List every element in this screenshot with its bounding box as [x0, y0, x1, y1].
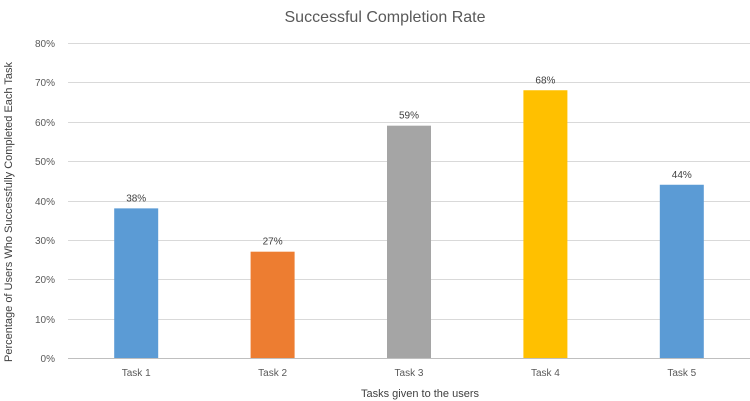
y-tick-label: 20%	[35, 275, 55, 286]
data-labels: 38% 27% 59% 68% 44%	[126, 75, 692, 247]
bar	[114, 208, 159, 358]
x-tick-label: Task 4	[531, 368, 560, 379]
y-tick-label: 50%	[35, 157, 55, 168]
y-tick-label: 40%	[35, 197, 55, 208]
bar	[659, 184, 704, 358]
y-tick-label: 60%	[35, 118, 55, 129]
data-label: 38%	[126, 193, 146, 204]
bars	[114, 90, 704, 358]
y-tick-label: 70%	[35, 78, 55, 89]
x-tick-label: Task 3	[395, 368, 424, 379]
data-label: 68%	[535, 75, 555, 86]
x-tick-label: Task 1	[122, 368, 151, 379]
y-tick-label: 0%	[41, 354, 56, 365]
data-label: 27%	[263, 237, 283, 248]
x-tick-label: Task 2	[258, 368, 287, 379]
bar	[250, 251, 295, 358]
y-tick-label: 30%	[35, 236, 55, 247]
y-tick-label: 80%	[35, 39, 55, 50]
data-label: 44%	[672, 170, 692, 181]
y-axis-ticks: 0% 10% 20% 30% 40% 50% 60% 70% 80%	[35, 39, 55, 365]
chart-title: Successful Completion Rate	[285, 9, 486, 26]
bar	[523, 90, 568, 358]
bar	[387, 125, 431, 358]
x-tick-label: Task 5	[667, 368, 696, 379]
x-axis-ticks: Task 1 Task 2 Task 3 Task 4 Task 5	[122, 368, 697, 379]
data-label: 59%	[399, 111, 419, 122]
y-tick-label: 10%	[35, 315, 55, 326]
x-axis-label: Tasks given to the users	[361, 388, 480, 400]
y-axis-label: Percentage of Users Who Successfully Com…	[3, 62, 15, 362]
